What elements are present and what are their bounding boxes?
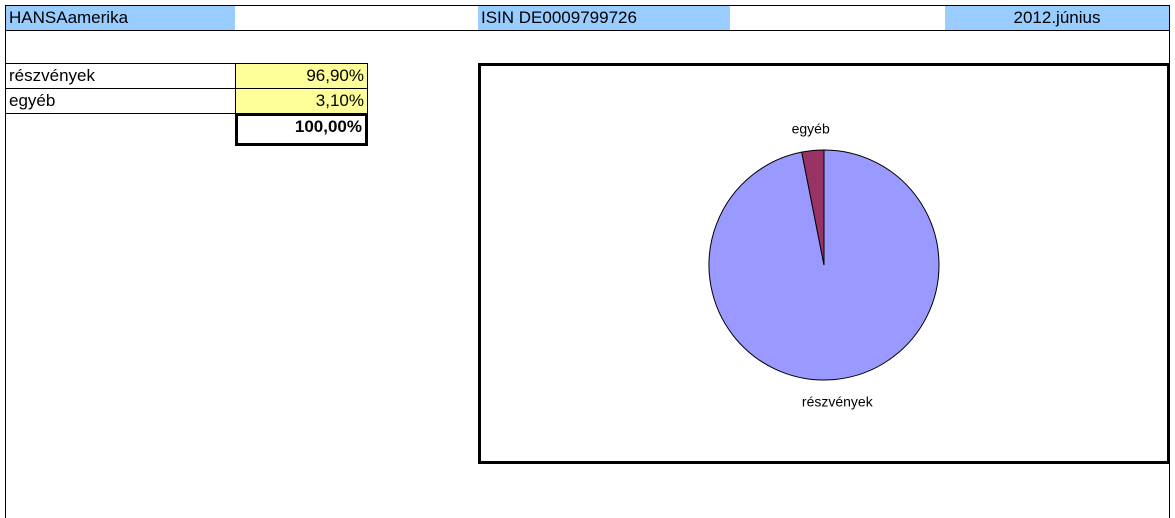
pie-slice bbox=[801, 149, 825, 266]
isin: ISIN DE0009799726 bbox=[478, 6, 730, 30]
value-cell: 3,10% bbox=[235, 88, 368, 114]
row-line bbox=[5, 30, 1170, 31]
slice-label: részvények bbox=[802, 393, 874, 409]
fund-name: HANSAamerika bbox=[6, 6, 235, 30]
chart-frame bbox=[478, 63, 1170, 464]
value-cell: 96,90% bbox=[235, 63, 368, 89]
slice-label: egyéb bbox=[792, 121, 830, 137]
total-cell: 100,00% bbox=[235, 113, 368, 146]
date: 2012.június bbox=[945, 6, 1169, 30]
